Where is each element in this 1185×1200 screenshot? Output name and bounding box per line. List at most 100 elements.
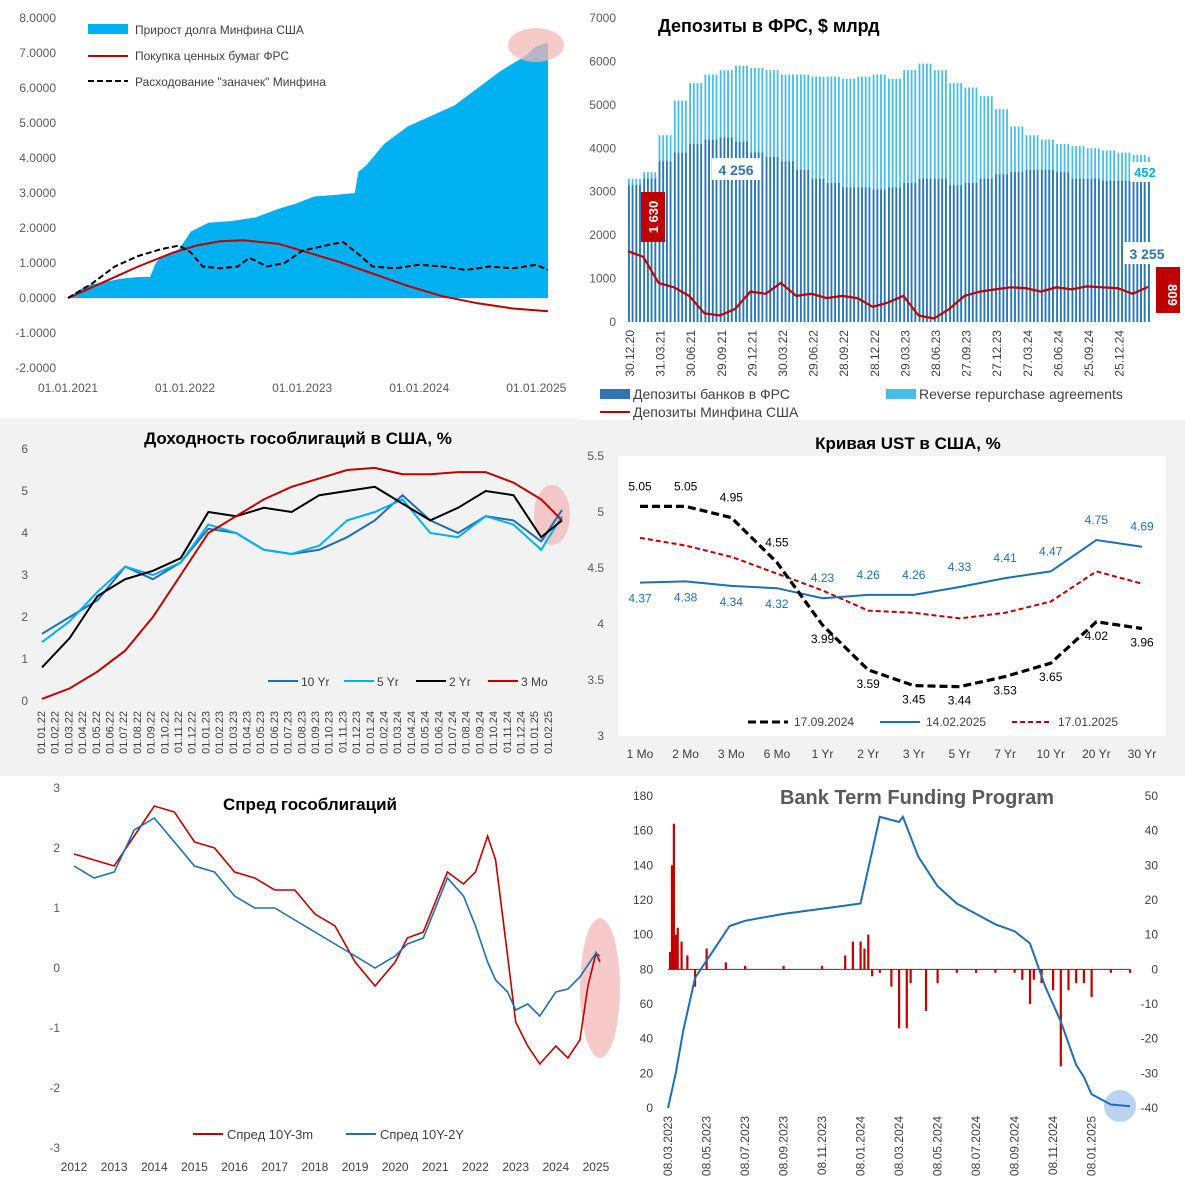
bar-bank	[1014, 172, 1016, 322]
bar-bank	[746, 141, 748, 322]
bar-bank	[853, 187, 856, 322]
y-tick-label-left: 0	[646, 1101, 653, 1115]
x-tick-label: 08.11.2024	[1046, 1116, 1060, 1175]
bar-bank	[971, 183, 974, 322]
x-tick-label: 08.07.2023	[738, 1116, 752, 1176]
legend-label: Депозиты Минфина США	[633, 404, 799, 420]
bar-bank	[1063, 172, 1066, 322]
bar-bank	[990, 178, 993, 322]
bar-bank	[803, 170, 806, 322]
bar-bank	[815, 178, 818, 322]
panel-yield-spread: Спред гособлигаций 3 2 1 0 -1 -2 -3 2012 2013 2014…	[28, 778, 620, 1200]
x-tick-label: 01.02.22	[50, 711, 62, 754]
data-label-170924: 4.55	[765, 535, 789, 549]
bar-bank	[735, 141, 737, 322]
bar-weekly-change	[686, 955, 689, 970]
data-label-170924: 3.99	[811, 632, 835, 646]
data-label-140225: 4.34	[720, 595, 744, 609]
x-tick-label: 01.05.24	[420, 711, 432, 754]
x-tick-label: 01.01.22	[36, 711, 48, 754]
bar-bank	[837, 183, 840, 322]
y-tick-label: -1	[49, 1021, 60, 1035]
bar-bank	[673, 152, 676, 322]
bar-bank	[933, 178, 936, 322]
x-tick-label: 2018	[302, 1160, 329, 1174]
bar-bank	[1033, 170, 1035, 322]
data-label-140225: 4.75	[1085, 513, 1109, 527]
bar-bank	[696, 143, 699, 322]
x-tick-label: 01.03.24	[392, 711, 404, 754]
y-tick-label-right: 10	[1145, 928, 1159, 942]
x-tick-label: 08.11.2023	[815, 1116, 829, 1175]
x-tick-label: 08.07.2024	[969, 1116, 983, 1176]
bar-bank	[1067, 172, 1070, 322]
x-tick-label: 08.03.2024	[892, 1116, 906, 1176]
chart-title: Доходность гособлигаций в США, %	[144, 429, 452, 448]
legend-swatch-debt	[88, 24, 128, 34]
y-tick-label-right: 50	[1145, 789, 1159, 803]
x-tick-label: 28.12.22	[868, 330, 882, 377]
bar-bank	[872, 189, 875, 322]
x-tick-label: 7 Yr	[994, 747, 1016, 761]
bar-weekly-change	[909, 969, 912, 984]
bar-bank	[922, 178, 925, 322]
y-tick-label: 5.5	[587, 449, 604, 463]
bar-weekly-change	[1075, 969, 1078, 984]
x-tick-label: 01.06.23	[269, 711, 281, 754]
chart-title: Депозиты в ФРС, $ млрд	[658, 16, 880, 36]
bar-bank	[891, 187, 894, 322]
bar-bank	[708, 139, 710, 322]
bar-weekly-change	[936, 969, 939, 984]
bar-bank	[700, 143, 703, 322]
legend-label: Расходование "заначек" Минфина	[135, 75, 326, 89]
bar-bank	[822, 178, 825, 322]
x-tick-label: 01.09.23	[310, 711, 322, 754]
bar-weekly-change	[905, 969, 908, 1029]
y-tick-label-right: -10	[1141, 997, 1159, 1011]
x-tick-label: 3 Mo	[718, 747, 745, 761]
bar-weekly-change	[1028, 969, 1032, 1004]
bar-bank	[1006, 174, 1008, 322]
bar-weekly-change	[668, 952, 672, 970]
bar-bank	[1029, 170, 1032, 322]
data-label-170924: 5.05	[628, 479, 652, 493]
bar-bank	[888, 187, 890, 322]
x-tick-label: 27.03.24	[1021, 330, 1035, 377]
bar-bank	[1078, 178, 1081, 322]
legend-label: Депозиты банков в ФРС	[633, 386, 790, 402]
y-tick-label-right: 20	[1145, 893, 1159, 907]
series-10yr-line	[41, 493, 563, 635]
y-tick-label-left: 60	[640, 997, 654, 1011]
bar-bank	[796, 170, 799, 322]
label-rrp-last: 452	[1134, 165, 1156, 180]
bar-bank	[1109, 180, 1112, 322]
bar-bank	[742, 141, 745, 322]
data-label-170924: 3.59	[857, 677, 881, 691]
x-tick-label: 01.08.22	[132, 711, 144, 754]
legend-label: Reverse repurchase agreements	[919, 386, 1123, 402]
bar-bank	[952, 185, 955, 322]
bar-bank	[711, 139, 714, 322]
legend-label: 2 Yr	[449, 675, 471, 689]
bar-bank	[1082, 178, 1085, 322]
label-bank-last: 3 255	[1129, 246, 1164, 262]
bar-bank	[937, 178, 940, 322]
bar-bank	[910, 183, 913, 322]
x-tick-label: 1 Yr	[812, 747, 834, 761]
x-tick-label: 01.07.22	[118, 711, 130, 754]
bar-weekly-change	[1090, 969, 1093, 998]
bar-bank	[1010, 172, 1013, 322]
x-tick-label: 01.01.2021	[38, 381, 98, 395]
x-tick-label: 2 Yr	[857, 747, 879, 761]
x-tick-label: 1 Mo	[627, 747, 654, 761]
x-tick-label: 28.09.22	[837, 330, 851, 377]
y-tick-label: 1.0000	[19, 256, 56, 270]
bar-bank	[704, 139, 707, 322]
x-tick-label: 2023	[502, 1160, 529, 1174]
bar-bank	[1086, 178, 1089, 322]
series-170125-line	[639, 536, 1143, 620]
bar-bank	[880, 189, 882, 322]
panel-fed-deposits: Депозиты в ФРС, $ млрд 7000 6000 5000 4000 30…	[578, 0, 1185, 420]
chart-treasury-debt: 8.0000 7.0000 6.0000 5.0000 4.0000 3.0000 2.00…	[15, 11, 566, 395]
bar-bank	[899, 187, 901, 322]
